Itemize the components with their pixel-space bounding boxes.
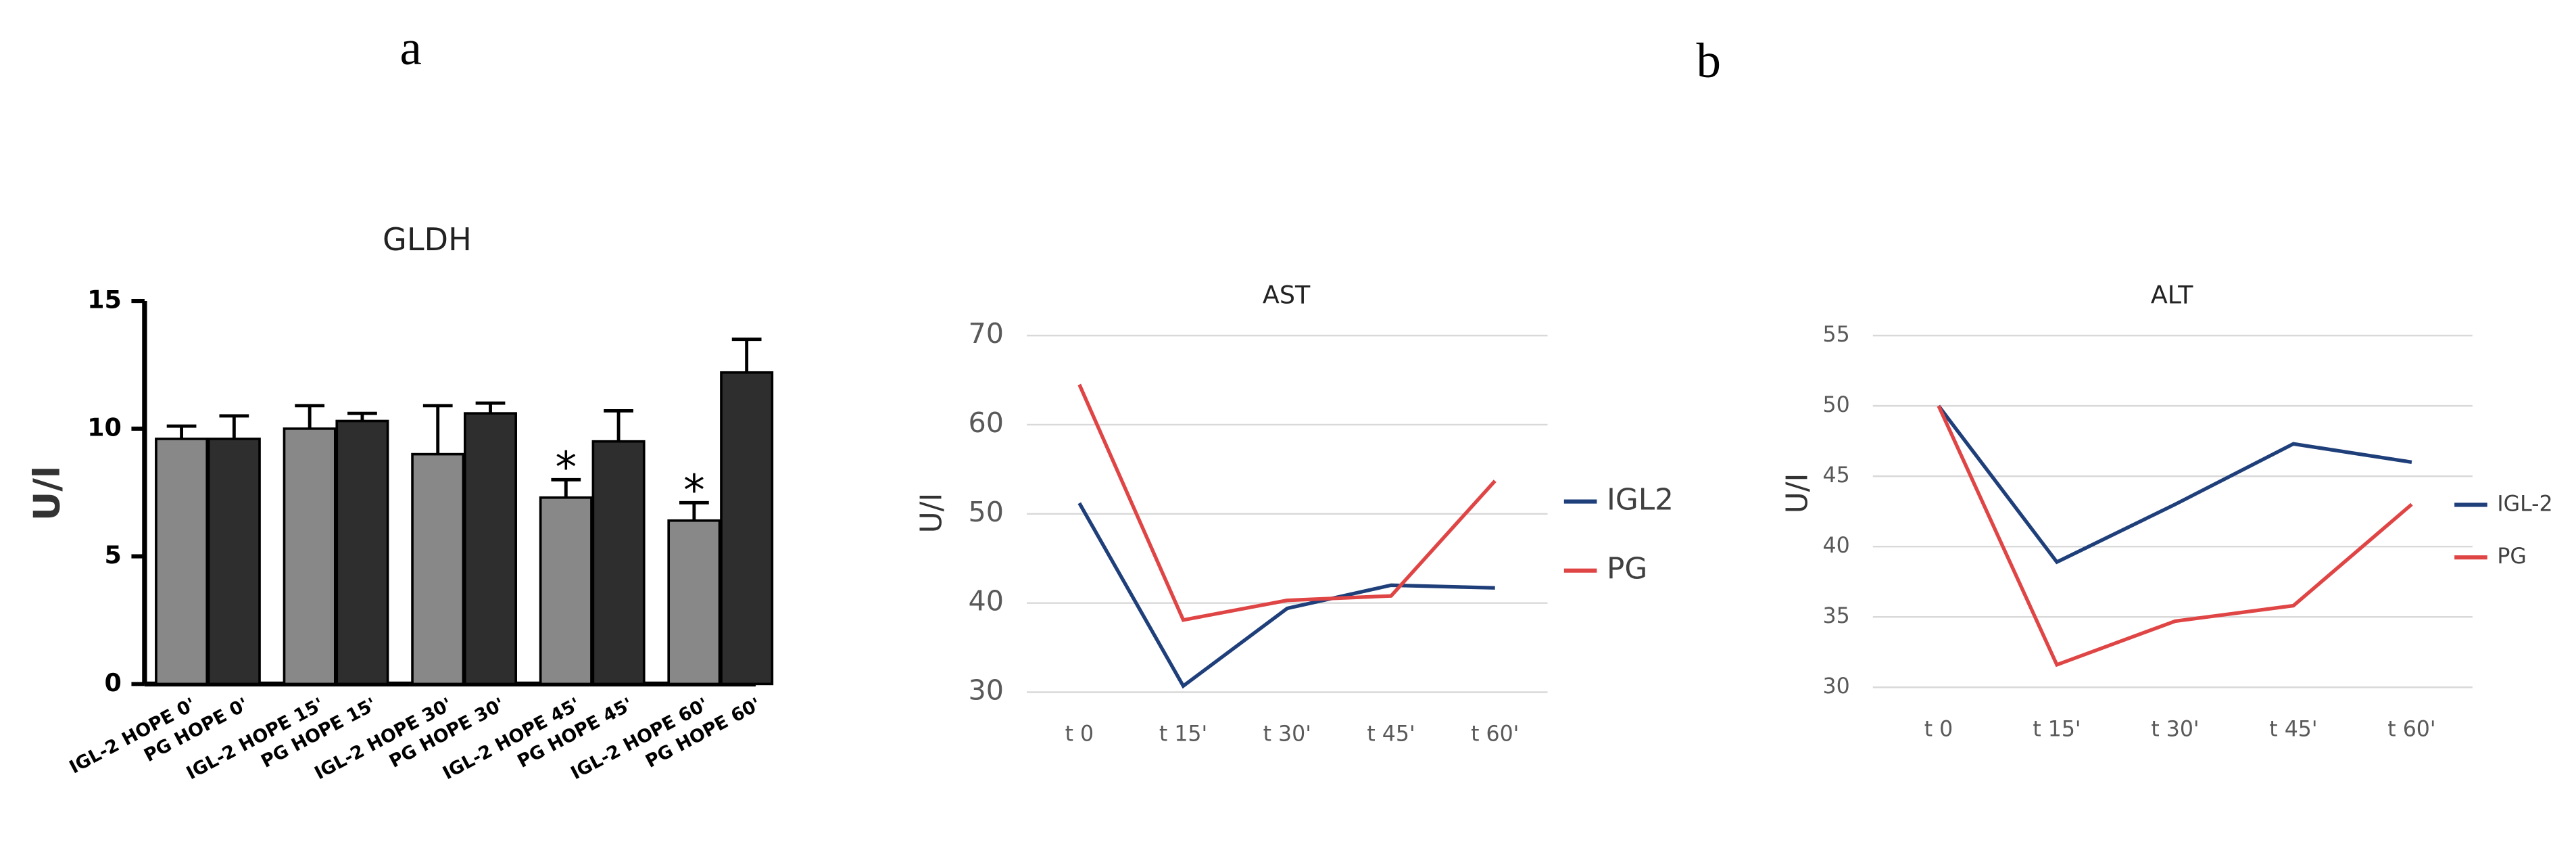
bar: [464, 412, 517, 686]
x-tick-label: t 0: [1924, 717, 1953, 741]
y-tick-label: 30: [1823, 674, 1850, 699]
series-line: [1937, 404, 2412, 565]
legend-label: PG: [1607, 552, 1647, 586]
y-tick-label: 35: [1823, 604, 1850, 628]
x-tick-label: t 30': [2151, 717, 2199, 741]
x-tick-label: t 45': [1367, 722, 1415, 747]
annotation: *: [683, 465, 705, 515]
y-tick-label: 55: [1823, 323, 1850, 347]
y-tick-label: 30: [968, 674, 1004, 707]
y-tick-label: 15: [87, 285, 122, 314]
bar: [335, 419, 389, 686]
x-tick-label: t 60': [2387, 717, 2435, 741]
y-tick-label: 0: [104, 668, 121, 697]
y-tick-label: 50: [1823, 393, 1850, 417]
bar: [720, 371, 774, 686]
y-axis-label: U/l: [26, 466, 68, 521]
legend-label: IGL-2: [2497, 492, 2552, 516]
x-tick-label: t 30': [1263, 722, 1311, 747]
series-line: [1937, 405, 2413, 668]
bar: [207, 438, 261, 686]
panel-label: b: [1696, 33, 1720, 88]
bar: [667, 519, 721, 686]
y-tick-label: 70: [968, 317, 1004, 350]
series-line: [1077, 383, 1497, 622]
series-line: [1077, 502, 1495, 689]
bar: [283, 427, 337, 686]
panel-label: a: [399, 20, 421, 75]
bar: [539, 496, 593, 686]
x-tick-label: t 45': [2269, 717, 2317, 741]
y-tick-label: 10: [87, 413, 122, 442]
annotation: *: [556, 442, 577, 492]
x-tick-label: t 15': [1159, 722, 1207, 747]
y-axis-label: U/I: [1780, 473, 1814, 514]
y-tick-label: 5: [104, 540, 121, 569]
legend-label: IGL2: [1607, 483, 1674, 517]
x-tick-label: t 60': [1471, 722, 1519, 747]
x-tick-label: t 0: [1065, 722, 1094, 747]
y-tick-label: 50: [968, 496, 1004, 528]
y-tick-label: 60: [968, 406, 1004, 439]
chart-title: ALT: [2151, 280, 2193, 309]
bar: [591, 440, 646, 686]
legend-label: PG: [2497, 544, 2527, 569]
y-tick-label: 45: [1823, 463, 1850, 488]
chart-title: GLDH: [383, 221, 472, 258]
chart-title: AST: [1263, 280, 1311, 309]
y-tick-label: 40: [968, 585, 1004, 617]
x-tick-label: t 15': [2033, 717, 2081, 741]
bar: [411, 452, 465, 686]
y-axis-label: U/I: [915, 493, 949, 534]
y-tick-label: 40: [1823, 534, 1850, 558]
bar: [155, 438, 209, 686]
